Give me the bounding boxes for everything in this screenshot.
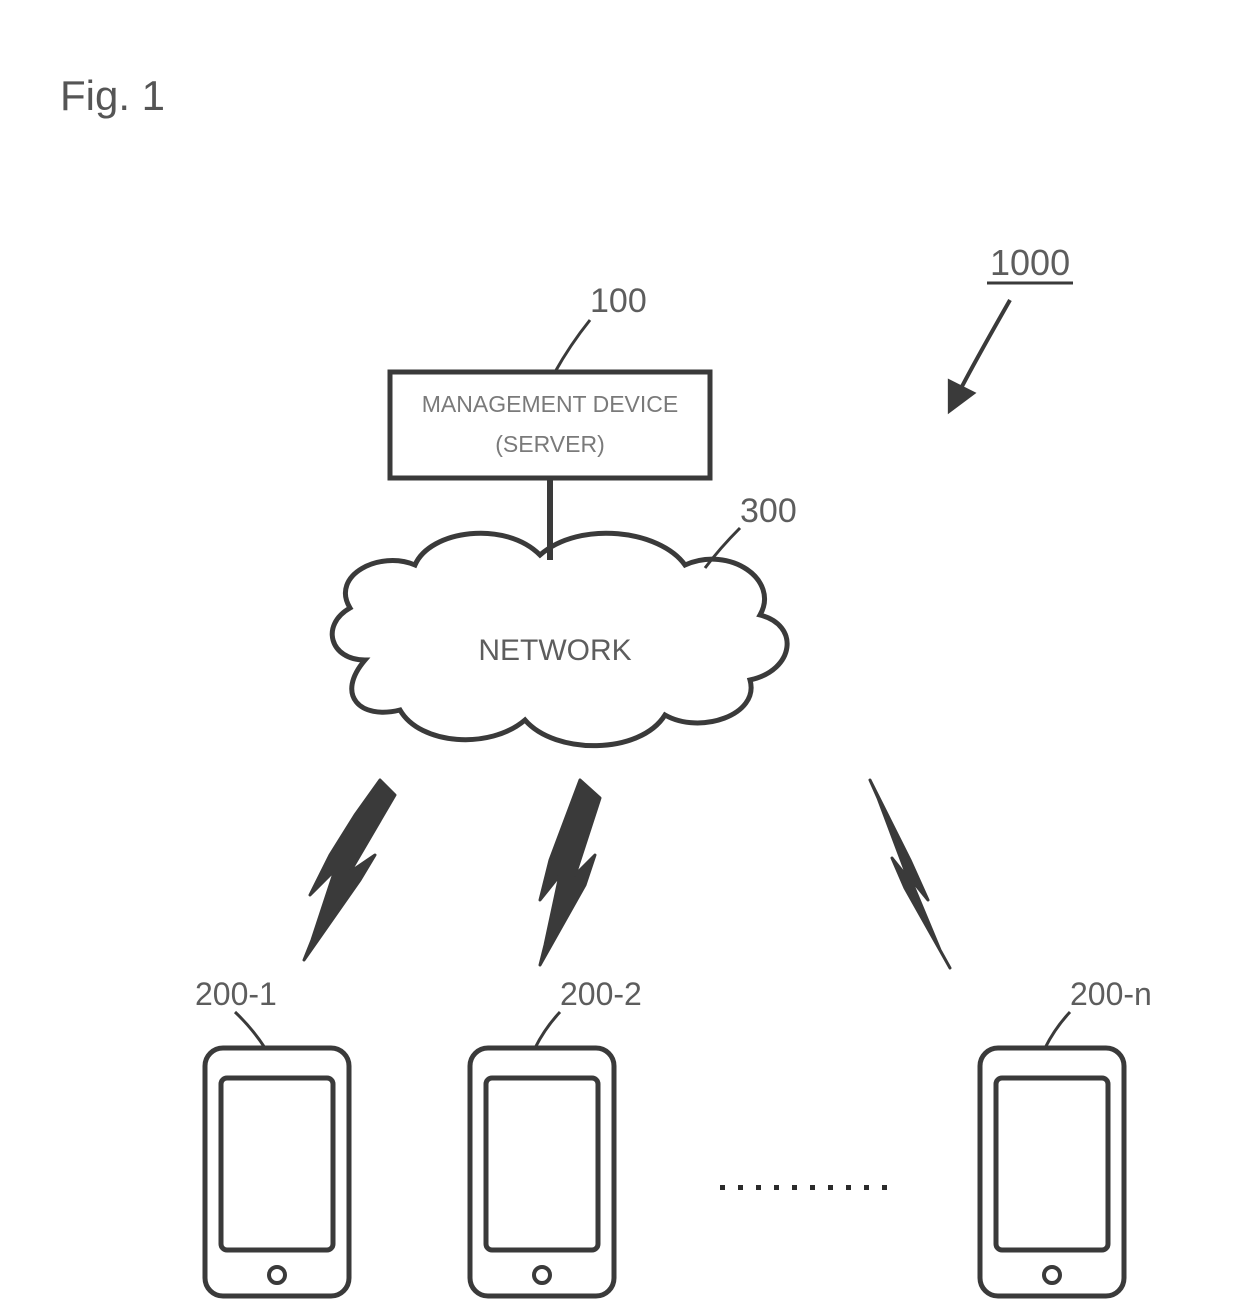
figure-title: Fig. 1 — [60, 72, 165, 119]
bolt-icon — [304, 780, 395, 960]
phone-icon: 200-2 — [470, 976, 642, 1296]
phone-screen — [996, 1078, 1108, 1250]
server-text-1: MANAGEMENT DEVICE — [422, 391, 678, 417]
phone-leader-line — [235, 1012, 265, 1048]
phone-screen — [486, 1078, 598, 1250]
phones-group: 200-1 200-2 200-n — [195, 976, 1152, 1296]
figure-diagram: Fig. 1 1000 100 MANAGEMENT DEVICE (SERVE… — [0, 0, 1240, 1313]
ellipsis-dot — [846, 1185, 851, 1190]
phone-home-button — [534, 1267, 550, 1283]
phone-body — [470, 1048, 614, 1296]
system-ref: 1000 — [955, 242, 1073, 400]
phone-body — [205, 1048, 349, 1296]
phone-leader-line — [1045, 1012, 1070, 1048]
phone-ref-label: 200-1 — [195, 976, 277, 1012]
server-ref-label: 100 — [590, 282, 647, 320]
ellipsis-dot — [774, 1185, 779, 1190]
bolt-icon — [870, 780, 950, 968]
phone-body — [980, 1048, 1124, 1296]
phone-screen — [221, 1078, 333, 1250]
phone-home-button — [1044, 1267, 1060, 1283]
phone-leader-line — [535, 1012, 560, 1048]
ellipsis-dot — [792, 1185, 797, 1190]
ellipsis-dot — [738, 1185, 743, 1190]
wireless-bolts — [304, 780, 950, 968]
network-label: NETWORK — [478, 634, 631, 667]
server-text-2: (SERVER) — [495, 431, 605, 457]
bolt-icon — [540, 780, 600, 965]
network-block: 300 NETWORK — [332, 492, 796, 746]
ellipsis-dot — [864, 1185, 869, 1190]
phone-icon: 200-1 — [195, 976, 349, 1296]
ellipsis-dot — [720, 1185, 725, 1190]
phone-icon: 200-n — [980, 976, 1152, 1296]
server-leader-line — [555, 320, 590, 372]
network-ref-label: 300 — [740, 492, 797, 530]
phone-ref-label: 200-2 — [560, 976, 642, 1012]
ellipsis-dot — [828, 1185, 833, 1190]
system-ref-label: 1000 — [990, 242, 1070, 283]
phone-ref-label: 200-n — [1070, 976, 1152, 1012]
server-box — [390, 372, 710, 478]
ellipsis-dots — [720, 1185, 887, 1190]
phone-home-button — [269, 1267, 285, 1283]
server-block: 100 MANAGEMENT DEVICE (SERVER) — [390, 282, 710, 560]
system-ref-arrow — [955, 300, 1010, 400]
ellipsis-dot — [810, 1185, 815, 1190]
ellipsis-dot — [882, 1185, 887, 1190]
ellipsis-dot — [756, 1185, 761, 1190]
